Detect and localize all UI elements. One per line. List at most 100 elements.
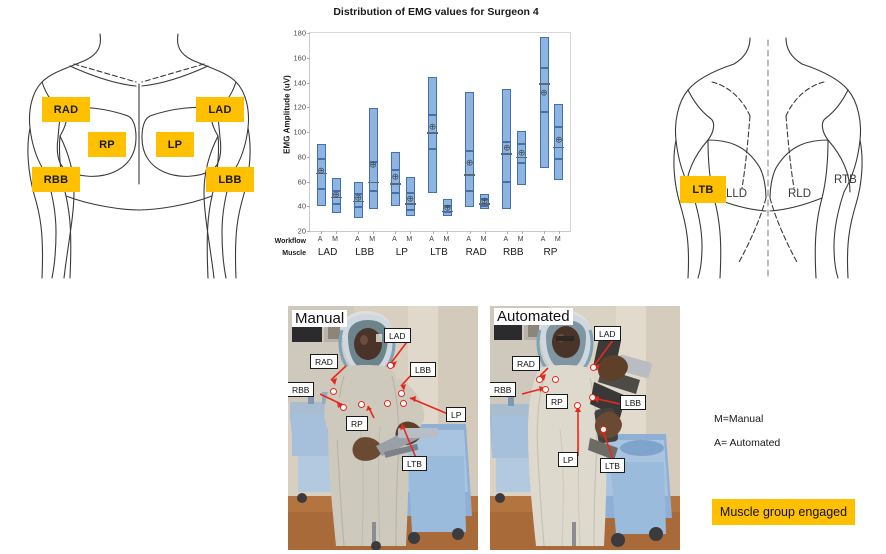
chart-x-tick-mark: [432, 231, 434, 234]
electrode-marker: [387, 362, 394, 369]
photo-label-ltb: LTB: [600, 458, 625, 473]
boxplot-lower-range: [465, 190, 475, 208]
photo-label-lbb: LBB: [410, 362, 437, 377]
boxplot-upper-range: [502, 89, 512, 142]
photo-label-text: RP: [551, 396, 563, 407]
electrode-marker: [574, 402, 581, 409]
electrode-marker: [384, 400, 391, 407]
boxplot-median-line: [330, 196, 342, 199]
muscle-label-text: LLD: [726, 188, 748, 200]
chart-x-tick-mark: [484, 231, 486, 234]
photo-label-text: RAD: [517, 358, 535, 369]
chart-muscle-tick-label: RBB: [503, 247, 524, 258]
chart-plot-area: 20 40 60 80 100 120 140 160 180 ⊕ ⊕ ⊕ ⊕ ⊕ ⊕ ⊕ ⊕ ⊕ ⊕ ⊕ ⊕ ⊕ ⊕: [293, 29, 571, 236]
chart-x-tick-mark: [336, 231, 337, 234]
boxplot-median-line: [404, 203, 416, 205]
boxplot-lower-range: [353, 206, 363, 218]
photo-label-ltb: LTB: [402, 456, 427, 471]
boxplot-upper-range: [316, 143, 326, 159]
photo-label-lbb: LBB: [620, 395, 647, 410]
muscle-label-text: RTB: [834, 174, 857, 186]
boxplot-box: [480, 199, 490, 206]
chart-workflow-tick-label: M: [406, 236, 413, 243]
photo-label-text: RAD: [315, 356, 333, 367]
boxplot-box: [368, 161, 378, 192]
photo-label-rp: RP: [346, 416, 368, 431]
legend-muscle-group-chip: Muscle group engaged: [712, 499, 855, 525]
boxplot-median-line: [553, 146, 565, 149]
chart-y-tick-label: 20: [297, 226, 306, 236]
photo-manual-workflow: Manual: [288, 306, 478, 550]
boxplot-lower-range: [428, 149, 438, 193]
chart-x-tick-mark: [373, 231, 375, 234]
photo-label-rbb: RBB: [288, 382, 315, 397]
muscle-label-rad: RAD: [42, 97, 90, 122]
legend-automated-key: A= Automated: [714, 437, 781, 449]
electrode-marker: [358, 401, 365, 408]
chart-muscle-tick-label: LP: [395, 247, 408, 258]
photo-label-text: LTB: [605, 460, 620, 471]
photo-label-text: LBB: [625, 397, 642, 408]
photo-label-text: RBB: [494, 384, 512, 395]
chart-y-tick-mark: [307, 33, 310, 34]
muscle-label-ltb: LTB: [680, 176, 726, 203]
boxplot-mean-marker: ⊕: [369, 160, 377, 171]
chart-workflow-tick-label: A: [540, 236, 546, 243]
photo-label-rp: RP: [546, 394, 568, 409]
boxplot-median-line: [464, 174, 476, 176]
chart-workflow-tick-label: M: [554, 236, 561, 243]
muscle-label-rbb: RBB: [32, 167, 80, 192]
boxplot-upper-range: [465, 91, 475, 151]
boxplot-box: [353, 193, 363, 207]
electrode-marker: [340, 404, 347, 411]
photo-caption-manual: Manual: [292, 310, 348, 327]
chart-x-tick-mark: [469, 231, 471, 234]
photo-label-text: LP: [451, 409, 462, 420]
chart-y-tick-label: 120: [293, 102, 306, 112]
chart-y-tick-mark: [307, 156, 310, 158]
boxplot-lower-range: [390, 192, 400, 206]
photo-label-text: LAD: [599, 328, 616, 339]
posterior-torso-diagram: LTB LLD RLD RTB: [650, 36, 886, 280]
muscle-label-text: RP: [99, 138, 115, 151]
chart-workflow-tick-label: M: [332, 236, 338, 243]
anterior-torso-outline: [27, 33, 251, 279]
electrode-marker: [552, 376, 559, 383]
chart-x-tick-mark: [544, 231, 545, 234]
muscle-label-rp: RP: [88, 132, 126, 157]
boxplot-box: [405, 192, 415, 210]
chart-workflow-tick-label: M: [517, 236, 524, 243]
chart-x-tick-mark: [321, 231, 323, 234]
photo-label-rad: RAD: [310, 354, 338, 369]
chart-x-tick-mark: [395, 231, 397, 234]
boxplot-box: [502, 141, 512, 183]
photo-label-text: LBB: [415, 364, 432, 375]
muscle-label-text: LBB: [218, 173, 242, 186]
chart-muscle-tick-label: LBB: [355, 247, 375, 258]
boxplot-mean-marker: ⊕: [555, 135, 563, 146]
boxplot-lower-range: [554, 159, 564, 180]
electrode-marker: [536, 376, 543, 383]
boxplot-lower-range: [442, 212, 452, 217]
anterior-torso-diagram: RAD LAD RP LP RBB LBB: [8, 32, 270, 280]
muscle-label-text: RBB: [43, 173, 69, 186]
axis-row-name-muscle: Muscle: [282, 250, 306, 257]
boxplot-upper-range: [405, 177, 415, 193]
photo-manual-connectors: [319, 337, 449, 459]
muscle-label-rtb: RTB: [834, 174, 857, 186]
chart-workflow-tick-label: A: [429, 236, 434, 243]
chart-y-tick-mark: [307, 181, 310, 183]
boxplot-median-line: [516, 156, 528, 159]
electrode-marker: [400, 400, 407, 407]
boxplot-mean-marker: ⊕: [443, 203, 452, 214]
boxplot-lower-range: [480, 205, 490, 210]
photo-caption-automated: Automated: [494, 308, 573, 325]
boxplot-upper-range: [539, 36, 549, 68]
boxplot-upper-range: [390, 151, 400, 171]
photo-label-lad: LAD: [384, 328, 411, 343]
boxplot-mean-marker: ⊕: [428, 122, 437, 133]
boxplot-mean-marker: ⊕: [406, 194, 415, 205]
muscle-label-text: LTB: [692, 183, 714, 196]
chart-x-tick-mark: [410, 231, 412, 234]
